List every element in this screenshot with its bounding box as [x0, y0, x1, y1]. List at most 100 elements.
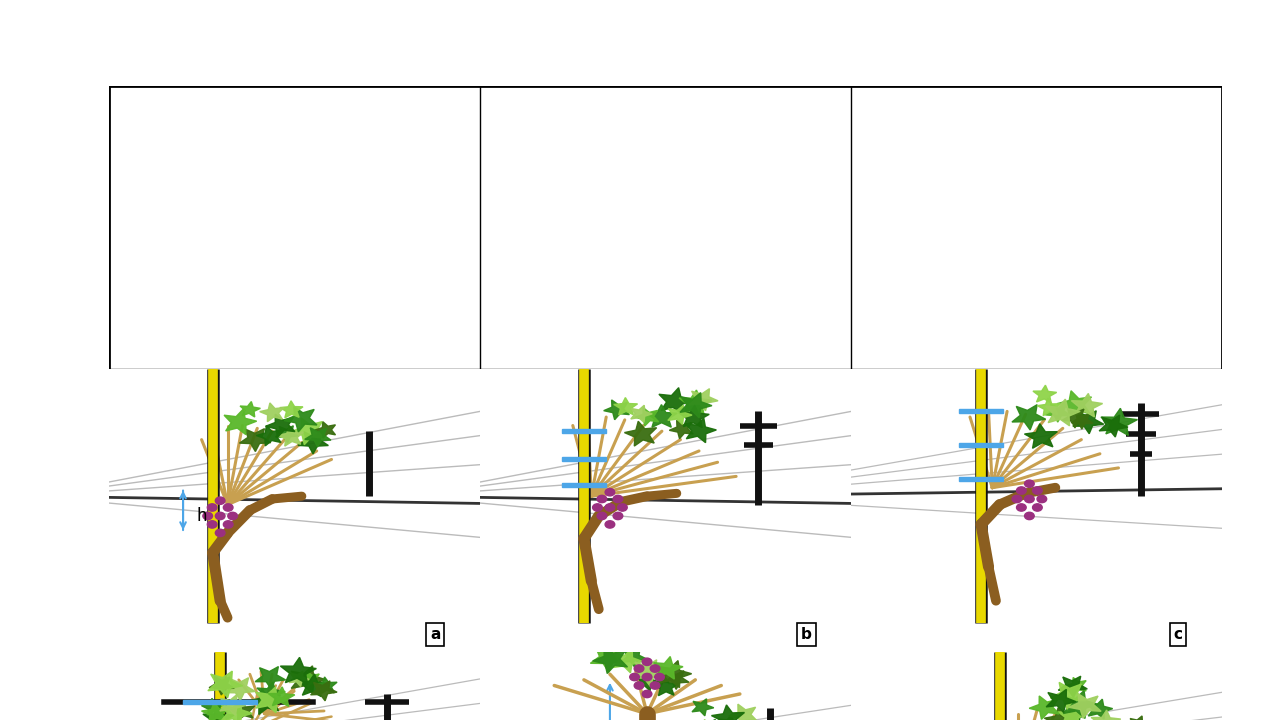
Polygon shape — [230, 701, 255, 720]
Polygon shape — [1046, 689, 1076, 713]
Circle shape — [654, 673, 664, 680]
Circle shape — [593, 504, 603, 511]
Bar — [959, 444, 1004, 447]
Circle shape — [223, 521, 233, 528]
Circle shape — [1033, 504, 1042, 511]
Polygon shape — [280, 657, 316, 684]
Polygon shape — [301, 671, 320, 687]
Polygon shape — [284, 407, 317, 432]
Bar — [562, 457, 607, 462]
Polygon shape — [1057, 391, 1092, 418]
Polygon shape — [224, 678, 255, 701]
Polygon shape — [1130, 716, 1149, 720]
Polygon shape — [305, 428, 332, 447]
Polygon shape — [275, 426, 298, 443]
Bar — [183, 701, 257, 704]
Polygon shape — [1059, 705, 1087, 720]
Polygon shape — [1073, 410, 1103, 433]
Polygon shape — [1100, 415, 1128, 437]
Polygon shape — [1071, 413, 1093, 429]
Polygon shape — [1029, 696, 1059, 719]
Polygon shape — [1062, 409, 1088, 428]
Circle shape — [1024, 512, 1034, 520]
Polygon shape — [653, 677, 678, 696]
Polygon shape — [636, 672, 659, 691]
Polygon shape — [241, 402, 260, 417]
Circle shape — [1016, 487, 1027, 494]
Polygon shape — [680, 390, 712, 415]
Polygon shape — [728, 704, 758, 720]
Polygon shape — [1087, 699, 1112, 719]
Polygon shape — [255, 667, 285, 689]
Polygon shape — [646, 405, 677, 427]
Circle shape — [202, 512, 212, 520]
Polygon shape — [621, 648, 648, 668]
Circle shape — [1016, 504, 1027, 511]
Polygon shape — [201, 702, 229, 720]
Polygon shape — [669, 420, 694, 438]
Bar — [562, 483, 607, 487]
Polygon shape — [311, 681, 337, 701]
Polygon shape — [613, 397, 637, 415]
Polygon shape — [1037, 398, 1061, 415]
Text: c: c — [1174, 627, 1183, 642]
Circle shape — [228, 512, 238, 520]
Polygon shape — [631, 660, 666, 686]
Polygon shape — [680, 392, 712, 418]
Text: h: h — [196, 507, 206, 525]
Polygon shape — [663, 671, 689, 689]
Text: a: a — [430, 627, 440, 642]
Polygon shape — [280, 401, 303, 418]
Circle shape — [650, 682, 660, 689]
Polygon shape — [209, 677, 234, 695]
Circle shape — [634, 682, 644, 689]
Polygon shape — [593, 647, 627, 673]
Polygon shape — [260, 403, 284, 422]
Circle shape — [650, 665, 660, 672]
Bar — [959, 410, 1004, 413]
Circle shape — [1033, 487, 1042, 494]
Circle shape — [207, 504, 218, 511]
Polygon shape — [291, 666, 326, 693]
Polygon shape — [278, 426, 303, 446]
Polygon shape — [1046, 399, 1080, 426]
Polygon shape — [625, 421, 657, 446]
Circle shape — [605, 489, 614, 496]
Polygon shape — [685, 418, 717, 443]
Circle shape — [596, 495, 607, 503]
Polygon shape — [314, 677, 337, 694]
Polygon shape — [1060, 708, 1085, 720]
Circle shape — [1024, 495, 1034, 503]
Polygon shape — [289, 671, 308, 686]
Circle shape — [617, 504, 627, 511]
Bar — [562, 429, 607, 433]
Polygon shape — [604, 400, 630, 420]
Circle shape — [630, 673, 640, 680]
Polygon shape — [315, 422, 335, 438]
Circle shape — [605, 521, 614, 528]
Circle shape — [643, 690, 652, 698]
Circle shape — [215, 497, 225, 505]
Polygon shape — [635, 408, 659, 426]
Circle shape — [634, 665, 644, 672]
Circle shape — [605, 504, 614, 511]
Polygon shape — [1059, 676, 1087, 698]
Polygon shape — [265, 414, 294, 437]
Circle shape — [215, 529, 225, 536]
Polygon shape — [1062, 690, 1098, 719]
Polygon shape — [1069, 693, 1101, 719]
Circle shape — [223, 504, 233, 511]
Polygon shape — [221, 701, 252, 720]
Polygon shape — [1012, 405, 1046, 430]
Polygon shape — [220, 695, 246, 716]
Circle shape — [613, 512, 623, 520]
Polygon shape — [201, 698, 224, 716]
Polygon shape — [654, 657, 684, 679]
Polygon shape — [269, 687, 294, 706]
Circle shape — [613, 495, 623, 503]
Circle shape — [596, 512, 607, 520]
Text: b: b — [801, 627, 812, 642]
Polygon shape — [590, 647, 626, 672]
Polygon shape — [1091, 710, 1121, 720]
Polygon shape — [678, 405, 709, 428]
